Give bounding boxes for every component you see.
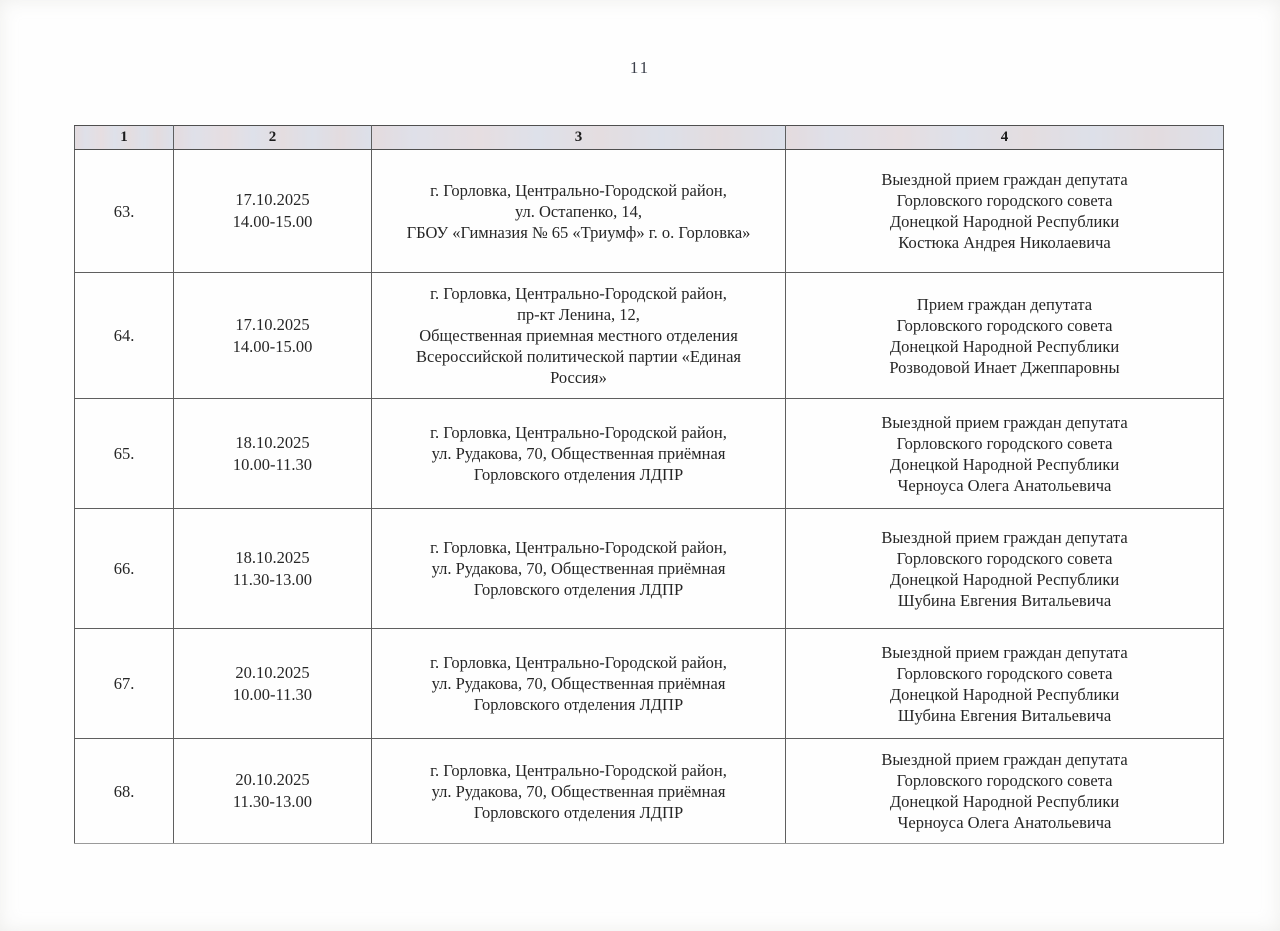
cell-event: Выездной прием граждан депутата Горловск… bbox=[785, 398, 1224, 509]
cell-datetime: 18.10.2025 11.30-13.00 bbox=[173, 508, 372, 629]
cell-location: г. Горловка, Центрально-Городской район,… bbox=[371, 149, 786, 273]
table-row: 66. 18.10.2025 11.30-13.00 г. Горловка, … bbox=[74, 508, 1224, 629]
column-header-3: 3 bbox=[371, 125, 786, 150]
cell-row-number: 64. bbox=[74, 272, 174, 399]
cell-datetime: 18.10.2025 10.00-11.30 bbox=[173, 398, 372, 509]
table-row: 64. 17.10.2025 14.00-15.00 г. Горловка, … bbox=[74, 272, 1224, 399]
date-text: 18.10.2025 bbox=[235, 547, 310, 567]
cell-location: г. Горловка, Центрально-Городской район,… bbox=[371, 738, 786, 844]
schedule-table: 1 2 3 4 63. 17.10.2025 14.00-15.00 г. Го… bbox=[74, 125, 1224, 844]
date-text: 17.10.2025 bbox=[235, 314, 310, 334]
cell-datetime: 20.10.2025 11.30-13.00 bbox=[173, 738, 372, 844]
date-text: 20.10.2025 bbox=[235, 662, 310, 682]
cell-event: Выездной прием граждан депутата Горловск… bbox=[785, 508, 1224, 629]
date-text: 17.10.2025 bbox=[235, 190, 310, 209]
cell-location: г. Горловка, Центрально-Городской район,… bbox=[371, 272, 786, 399]
cell-event: Прием граждан депутата Горловского город… bbox=[785, 272, 1224, 399]
table-header-row: 1 2 3 4 bbox=[74, 125, 1224, 150]
time-text: 10.00-11.30 bbox=[232, 454, 313, 474]
table-body: 63. 17.10.2025 14.00-15.00 г. Горловка, … bbox=[74, 149, 1224, 844]
cell-datetime: 17.10.2025 14.00-15.00 bbox=[173, 272, 372, 399]
column-header-1: 1 bbox=[74, 125, 174, 150]
table-row: 67. 20.10.2025 10.00-11.30 г. Горловка, … bbox=[74, 628, 1224, 739]
cell-event: Выездной прием граждан депутата Горловск… bbox=[785, 738, 1224, 844]
cell-datetime: 17.10.2025 14.00-15.00 bbox=[173, 149, 372, 273]
cell-row-number: 63. bbox=[74, 149, 174, 273]
time-text: 14.00-15.00 bbox=[232, 212, 313, 231]
cell-event: Выездной прием граждан депутата Горловск… bbox=[785, 149, 1224, 273]
time-text: 14.00-15.00 bbox=[232, 336, 313, 356]
cell-row-number: 67. bbox=[74, 628, 174, 739]
column-header-4: 4 bbox=[785, 125, 1224, 150]
table-row: 68. 20.10.2025 11.30-13.00 г. Горловка, … bbox=[74, 738, 1224, 844]
table-row: 63. 17.10.2025 14.00-15.00 г. Горловка, … bbox=[74, 149, 1224, 273]
table-row: 65. 18.10.2025 10.00-11.30 г. Горловка, … bbox=[74, 398, 1224, 509]
cell-row-number: 65. bbox=[74, 398, 174, 509]
cell-location: г. Горловка, Центрально-Городской район,… bbox=[371, 398, 786, 509]
time-text: 10.00-11.30 bbox=[232, 684, 313, 704]
cell-row-number: 68. bbox=[74, 738, 174, 844]
page-number: 11 bbox=[629, 58, 651, 77]
time-text: 11.30-13.00 bbox=[232, 792, 313, 811]
cell-datetime: 20.10.2025 10.00-11.30 bbox=[173, 628, 372, 739]
cell-location: г. Горловка, Центрально-Городской район,… bbox=[371, 508, 786, 629]
time-text: 11.30-13.00 bbox=[232, 569, 313, 589]
cell-event: Выездной прием граждан депутата Горловск… bbox=[785, 628, 1224, 739]
cell-row-number: 66. bbox=[74, 508, 174, 629]
date-text: 20.10.2025 bbox=[235, 770, 310, 789]
date-text: 18.10.2025 bbox=[235, 432, 310, 452]
cell-location: г. Горловка, Центрально-Городской район,… bbox=[371, 628, 786, 739]
column-header-2: 2 bbox=[173, 125, 372, 150]
